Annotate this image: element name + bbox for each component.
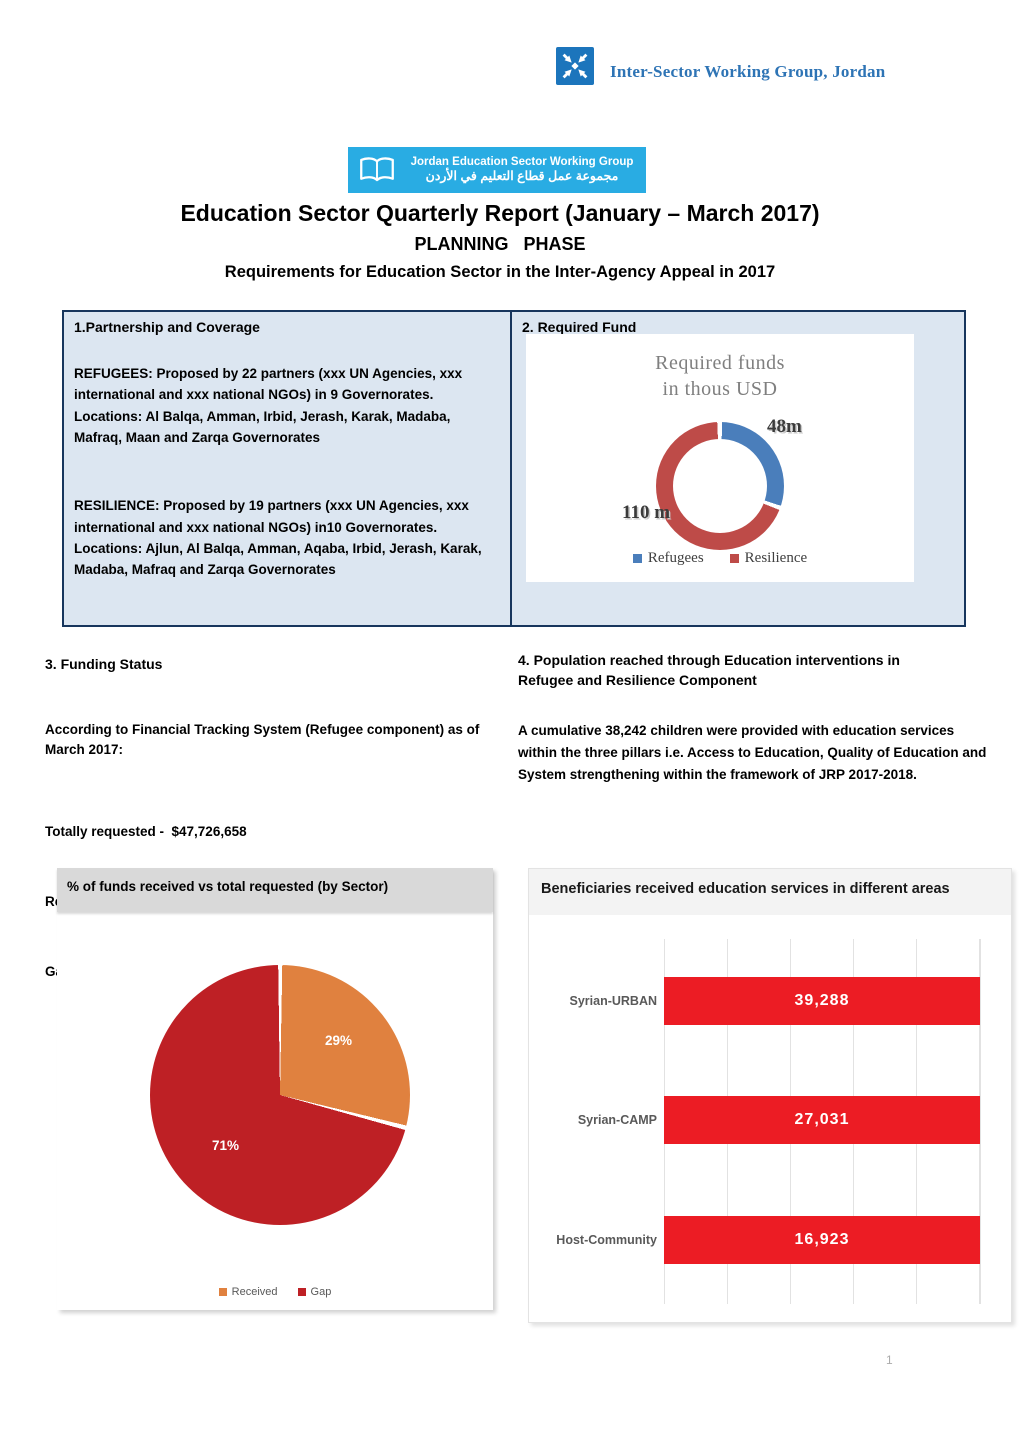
funding-line-requested: Totally requested - $47,726,658 xyxy=(45,824,247,840)
bar-panel-title: Beneficiaries received education service… xyxy=(529,869,1011,915)
funds-pie-chart xyxy=(150,965,410,1225)
pie-panel-title: % of funds received vs total requested (… xyxy=(57,868,493,912)
page-number: 1 xyxy=(886,1353,893,1367)
report-phase: PLANNING PHASE xyxy=(414,234,586,254)
legend-label-gap: Gap xyxy=(310,1286,332,1298)
donut-title-line1: Required funds xyxy=(655,352,785,374)
funding-status-intro: According to Financial Tracking System (… xyxy=(45,722,480,758)
funds-pie-panel: % of funds received vs total requested (… xyxy=(57,868,493,1310)
legend-swatch-gap xyxy=(297,1288,306,1296)
legend-label-received: Received xyxy=(231,1286,278,1298)
donut-label-refugees: 48m xyxy=(767,416,802,437)
banner-text: Jordan Education Sector Working Group مج… xyxy=(406,155,638,185)
partnership-heading: 1.Partnership and Coverage xyxy=(74,319,260,335)
donut-label-resilience: 110 m xyxy=(622,502,671,523)
bar-value-syrian-camp: 27,031 xyxy=(794,1111,850,1128)
pie-label-gap: 71% xyxy=(212,1138,240,1153)
report-subtitle: Requirements for Education Sector in the… xyxy=(224,263,776,281)
bar-host-community: 16,923 xyxy=(664,1216,980,1264)
report-title: Education Sector Quarterly Report (Janua… xyxy=(180,200,820,226)
iswg-logo-icon xyxy=(556,47,594,85)
legend-item-gap: Gap xyxy=(297,1286,332,1298)
banner-title-en: Jordan Education Sector Working Group xyxy=(410,156,634,168)
legend-swatch-resilience xyxy=(729,554,739,563)
bar-chart-plot-area: 39,288 27,031 16,923 xyxy=(664,939,981,1304)
legend-swatch-received xyxy=(218,1288,227,1296)
legend-item-resilience: Resilience xyxy=(729,550,808,567)
legend-item-refugees: Refugees xyxy=(632,550,704,567)
iswg-org-name: Inter-Sector Working Group, Jordan xyxy=(610,62,886,81)
bar-category-syrian-urban: Syrian-URBAN xyxy=(569,994,657,1008)
summary-table: 1.Partnership and Coverage REFUGEES: Pro… xyxy=(62,310,966,627)
donut-legend: Refugees Resilience xyxy=(526,550,914,567)
legend-label-refugees: Refugees xyxy=(647,550,704,566)
population-heading: 4. Population reached through Education … xyxy=(518,652,900,689)
donut-title-line2: in thous USD xyxy=(662,378,778,400)
bar-value-host-community: 16,923 xyxy=(794,1231,850,1248)
population-body: A cumulative 38,242 children were provid… xyxy=(518,723,987,782)
donut-hole xyxy=(673,439,767,533)
donut-chart-title: Required funds in thous USD xyxy=(526,350,914,402)
legend-swatch-refugees xyxy=(632,554,642,563)
beneficiaries-bar-panel: Beneficiaries received education service… xyxy=(528,868,1012,1323)
required-fund-cell: 2. Required Fund Required funds in thous… xyxy=(512,312,964,625)
required-fund-heading: 2. Required Fund xyxy=(522,319,637,335)
pie-legend: Received Gap xyxy=(57,1286,493,1298)
banner-title-ar: مجموعة عمل قطاع التعليم في الأردن xyxy=(425,169,619,184)
pie-label-received: 29% xyxy=(325,1033,353,1048)
funding-status-heading: 3. Funding Status xyxy=(45,656,163,672)
bar-category-syrian-camp: Syrian-CAMP xyxy=(577,1113,657,1127)
refugees-paragraph: REFUGEES: Proposed by 22 partners (xxx U… xyxy=(74,366,463,445)
bar-syrian-camp: 27,031 xyxy=(664,1096,980,1144)
bar-value-syrian-urban: 39,288 xyxy=(794,992,850,1009)
open-book-icon xyxy=(360,157,394,182)
jeswg-banner: Jordan Education Sector Working Group مج… xyxy=(348,147,646,193)
donut-chart xyxy=(656,422,784,550)
legend-item-received: Received xyxy=(218,1286,278,1298)
partnership-cell: 1.Partnership and Coverage REFUGEES: Pro… xyxy=(64,312,512,625)
bar-syrian-urban: 39,288 xyxy=(664,977,980,1025)
resilience-paragraph: RESILIENCE: Proposed by 19 partners (xxx… xyxy=(74,498,482,578)
bar-category-host-community: Host-Community xyxy=(556,1233,657,1247)
legend-label-resilience: Resilience xyxy=(744,550,808,566)
required-funds-chart: Required funds in thous USD 48m 110 m Re… xyxy=(526,334,914,582)
